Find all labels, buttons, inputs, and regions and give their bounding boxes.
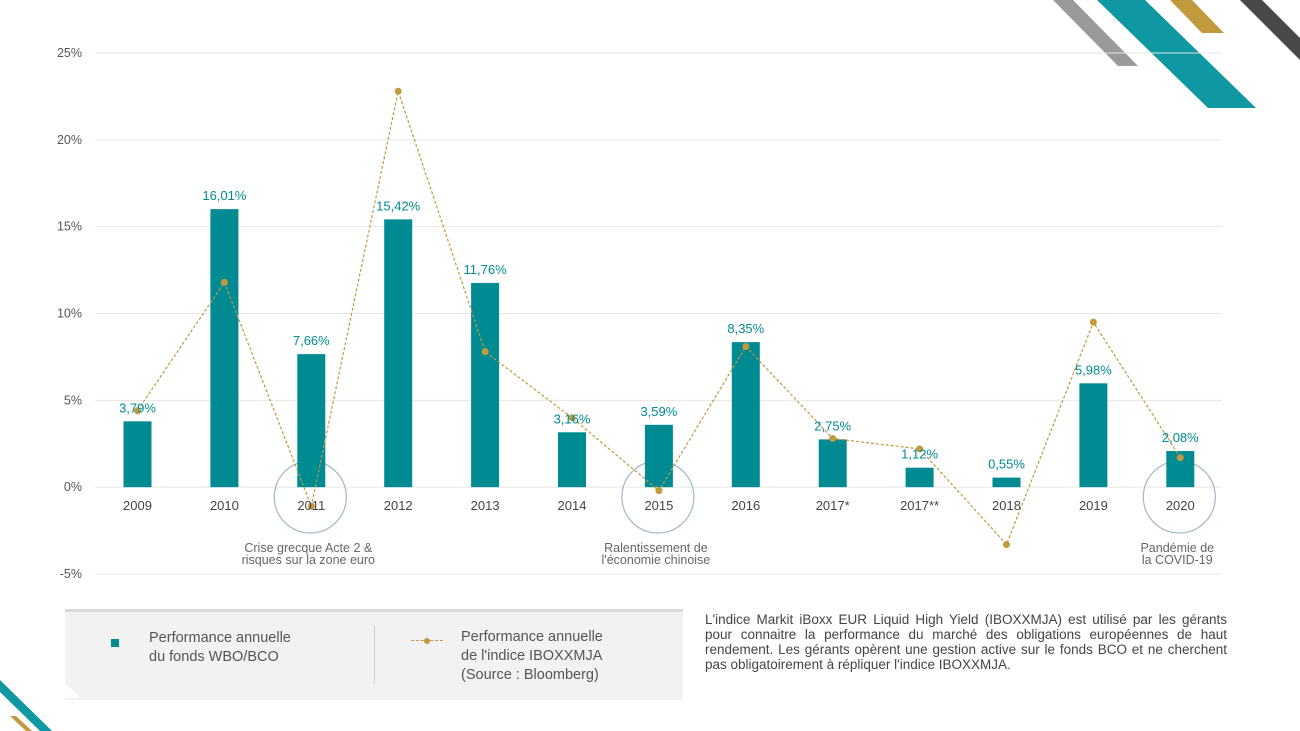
deco-stripe-teal-bottom [0,680,52,731]
index-point [1176,454,1184,462]
x-tick-label: 2018 [992,498,1021,513]
x-tick-label: 2014 [558,498,587,513]
deco-stripe-grey [1053,0,1138,66]
index-point [1003,540,1010,548]
bar-value-label: 11,76% [464,262,508,277]
annotation-line: Ralentissement de [604,541,708,555]
x-tick-label: 2015 [644,498,673,513]
deco-stripe-gold [1170,0,1224,33]
bar-value-labels: 3,79% 16,01% 7,66% 15,42% 11,76% 3,16% 3,59% 8,… [119,188,1199,471]
legend-fund-line1: Performance annuelle [149,630,291,646]
x-tick-label: 2016 [731,498,760,513]
annotation-line: Pandémie de [1140,541,1214,555]
bar [384,219,413,488]
legend-index-label: Performance annuelle de l'indice IBOXXMJ… [461,628,603,685]
bar-value-label: 16,01% [202,188,247,203]
x-tick-label: 2013 [471,498,500,513]
annotation-line: l'économie chinoise [602,553,711,567]
bar-value-label: 7,66% [293,333,330,348]
legend-index-line1: Performance annuelle [461,629,603,645]
bar [731,342,760,488]
grid-lines [95,52,1222,575]
annotation-text: Crise grecque Acte 2 & risques sur la zon… [242,541,375,567]
index-point [1089,318,1097,326]
deco-stripe-gold-bottom [10,716,32,731]
bar-value-label: 1,12% [901,447,938,462]
bar-value-label: 3,79% [119,400,156,415]
x-tick-label: 2020 [1166,498,1195,513]
bar-value-label: 2,08% [1162,430,1199,445]
x-tick-label: 2012 [384,498,413,513]
legend-index-swatch-dot [424,638,430,644]
legend-fund-swatch [111,639,119,647]
x-axis-ticks: 2009 2010 2011 2012 2013 2014 2015 2016 2017* 201… [123,498,1195,513]
legend-index-line3: (Source : Bloomberg) [461,667,599,683]
deco-stripe-dark [1240,0,1300,60]
bar [992,477,1021,488]
deco-stripe-teal [1097,0,1256,108]
index-point [481,348,489,356]
bar-value-label: 5,98% [1075,362,1112,377]
annotation-line: Crise grecque Acte 2 & [244,541,373,555]
bar [644,424,673,488]
annotation-line: risques sur la zone euro [242,553,375,567]
x-tick-label: 2011 [297,498,325,513]
annotation-text: Ralentissement de l'économie chinoise [602,541,711,567]
index-point [394,87,402,95]
bar [210,209,239,488]
legend-separator [374,626,375,684]
index-point [742,342,750,350]
legend-corner-cut [65,683,80,698]
annotation-text: Pandémie de la COVID-19 [1140,541,1214,567]
annotation-texts: Crise grecque Acte 2 & risques sur la zon… [242,541,1215,567]
y-tick-label: 15% [57,220,82,234]
y-tick-label: 25% [57,46,82,60]
index-line [134,87,1184,548]
bar [1079,383,1108,488]
bar-value-label: 15,42% [376,198,421,213]
bar-value-label: 8,35% [727,321,764,336]
bar [297,354,326,488]
x-tick-label: 2017* [816,498,850,513]
index-point [568,414,576,422]
bar [123,421,152,488]
x-tick-label: 2009 [123,498,152,513]
index-point [307,502,315,510]
index-point [916,445,924,453]
y-tick-label: 20% [57,133,82,147]
bar [471,282,500,488]
y-tick-label: 0% [64,480,82,494]
x-tick-label: 2017** [900,498,939,513]
index-point [134,407,141,415]
x-tick-label: 2010 [210,498,239,513]
legend-fund-line2: du fonds WBO/BCO [149,649,279,665]
y-axis-ticks: 25% 20% 15% 10% 5% 0% -5% [57,46,82,581]
y-tick-label: -5% [60,567,82,581]
legend: Performance annuelle du fonds WBO/BCO Pe… [65,609,683,700]
index-note: L'indice Markit iBoxx EUR Liquid High Yi… [705,612,1227,672]
bar-value-label: 0,55% [988,457,1025,472]
bar [905,467,934,488]
legend-fund-label: Performance annuelle du fonds WBO/BCO [149,629,291,667]
y-tick-label: 10% [57,307,82,321]
bar-value-label: 3,59% [640,404,677,419]
annotation-line: la COVID-19 [1142,553,1213,567]
index-point [220,278,228,286]
bar [818,439,847,488]
legend-index-line2: de l'indice IBOXXMJA [461,648,603,664]
bar [558,432,586,488]
bar-value-label: 2,75% [814,418,851,433]
index-point [655,487,663,495]
bar-value-label: 3,16% [554,411,591,426]
bars [123,209,1195,488]
y-tick-label: 5% [64,393,82,407]
index-point [829,435,837,443]
x-tick-label: 2019 [1079,498,1108,513]
